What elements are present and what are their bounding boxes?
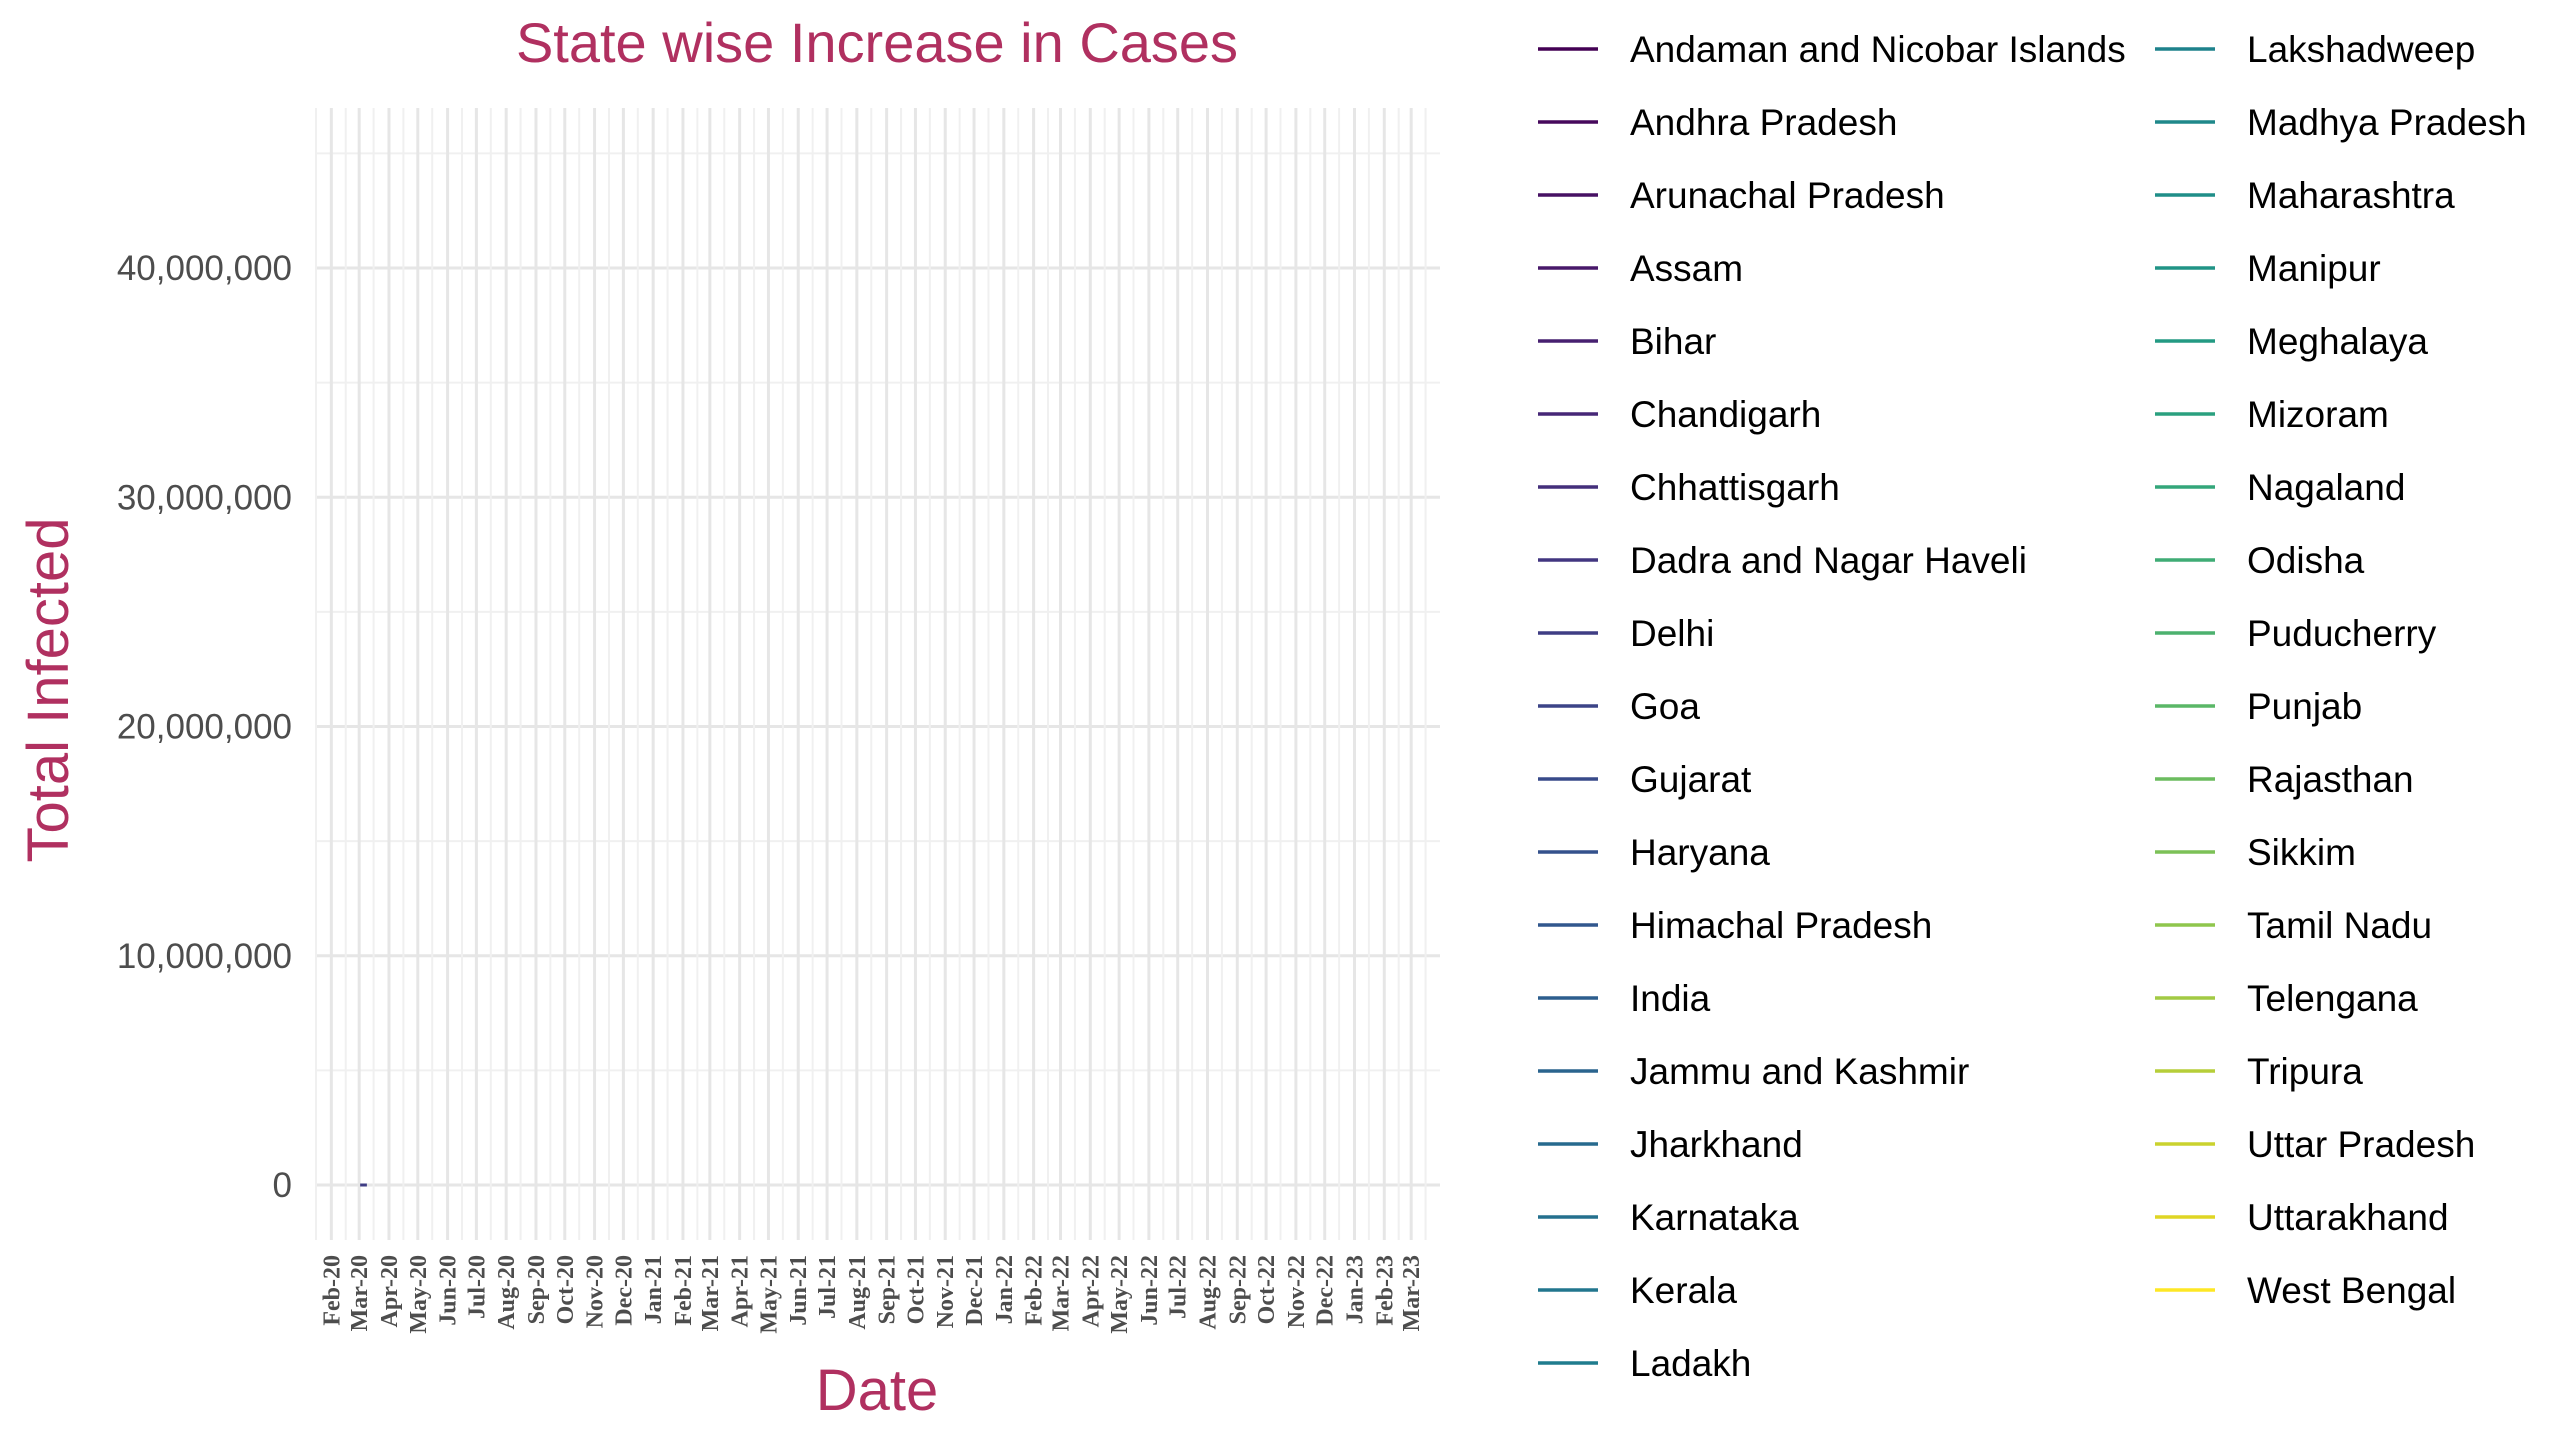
legend-label: West Bengal: [2247, 1270, 2456, 1311]
x-tick-label: Dec-20: [611, 1255, 637, 1326]
legend-label: Assam: [1630, 248, 1743, 289]
x-tick-label: Apr-22: [1078, 1255, 1104, 1327]
legend-label: Karnataka: [1630, 1197, 1799, 1238]
x-tick-label: Mar-21: [698, 1255, 724, 1331]
x-tick-label: Oct-22: [1254, 1255, 1280, 1324]
x-tick-label: Jul-22: [1166, 1255, 1192, 1319]
y-tick-label: 30,000,000: [117, 478, 292, 517]
legend-label: Maharashtra: [2247, 175, 2455, 216]
legend-label: Uttarakhand: [2247, 1197, 2449, 1238]
grid: [315, 108, 1440, 1240]
legend-label: Tripura: [2247, 1051, 2363, 1092]
x-tick-label: Feb-20: [319, 1255, 345, 1326]
legend-label: Mizoram: [2247, 394, 2389, 435]
x-tick-label: Jan-22: [992, 1255, 1018, 1324]
legend-label: Haryana: [1630, 832, 1770, 873]
x-tick-label: Jun-22: [1137, 1255, 1163, 1326]
legend-label: Arunachal Pradesh: [1630, 175, 1945, 216]
x-tick-label: Feb-23: [1372, 1255, 1398, 1326]
y-tick-label: 40,000,000: [117, 249, 292, 288]
x-tick-label: Jun-21: [786, 1255, 812, 1326]
x-tick-label: Nov-20: [583, 1255, 609, 1328]
legend-label: Ladakh: [1630, 1343, 1751, 1384]
legend-label: Dadra and Nagar Haveli: [1630, 540, 2027, 581]
legend-label: Rajasthan: [2247, 759, 2414, 800]
legend-label: Tamil Nadu: [2247, 905, 2432, 946]
x-tick-label: Sep-20: [524, 1255, 550, 1324]
legend-label: Goa: [1630, 686, 1700, 727]
legend-label: Himachal Pradesh: [1630, 905, 1932, 946]
x-tick-label: May-21: [756, 1255, 782, 1334]
x-axis-ticks: Feb-20 Mar-20 Apr-20 May-20 Jun-20 Jul-20 Aug-…: [319, 1255, 1425, 1334]
x-tick-label: Aug-20: [494, 1255, 520, 1330]
x-tick-label: Sep-21: [875, 1255, 901, 1324]
x-tick-label: May-22: [1107, 1255, 1133, 1334]
x-tick-label: Oct-20: [553, 1255, 579, 1324]
legend-label: Sikkim: [2247, 832, 2356, 873]
x-tick-label: Jun-20: [436, 1255, 462, 1326]
x-tick-label: Aug-21: [845, 1255, 871, 1330]
legend-label: Andhra Pradesh: [1630, 102, 1897, 143]
y-axis-ticks: 0 10,000,000 20,000,000 30,000,000 40,000,00…: [117, 249, 292, 1205]
x-axis-label: Date: [816, 1358, 939, 1423]
y-axis-label: Total Infected: [16, 518, 81, 863]
legend: Andaman and Nicobar Islands Andhra Prades…: [1538, 29, 2527, 1384]
legend-label: Kerala: [1630, 1270, 1737, 1311]
x-tick-label: Apr-20: [377, 1255, 403, 1327]
legend-label: Bihar: [1630, 321, 1716, 362]
x-tick-label: Jan-23: [1342, 1255, 1368, 1324]
legend-label: Madhya Pradesh: [2247, 102, 2527, 143]
y-tick-label: 10,000,000: [117, 937, 292, 976]
legend-label: Jammu and Kashmir: [1630, 1051, 1969, 1092]
legend-label: India: [1630, 978, 1711, 1019]
x-tick-label: Apr-21: [728, 1255, 754, 1327]
x-tick-label: Jan-21: [641, 1255, 667, 1324]
x-tick-label: Nov-21: [933, 1255, 959, 1328]
legend-label: Uttar Pradesh: [2247, 1124, 2475, 1165]
legend-label: Lakshadweep: [2247, 29, 2475, 70]
legend-label: Manipur: [2247, 248, 2381, 289]
legend-label: Telengana: [2247, 978, 2418, 1019]
x-tick-label: Sep-22: [1225, 1255, 1251, 1324]
x-tick-label: Jul-21: [815, 1255, 841, 1319]
y-tick-label: 20,000,000: [117, 708, 292, 747]
legend-label: Nagaland: [2247, 467, 2405, 508]
x-tick-label: Feb-21: [671, 1255, 697, 1326]
legend-label: Chandigarh: [1630, 394, 1821, 435]
x-tick-label: Jul-20: [464, 1255, 490, 1319]
legend-label: Odisha: [2247, 540, 2365, 581]
x-tick-label: Aug-22: [1196, 1255, 1222, 1330]
legend-label: Meghalaya: [2247, 321, 2428, 362]
legend-label: Delhi: [1630, 613, 1714, 654]
x-tick-label: Mar-23: [1399, 1255, 1425, 1331]
x-tick-label: May-20: [406, 1255, 432, 1334]
legend-label: Punjab: [2247, 686, 2362, 727]
chart-title: State wise Increase in Cases: [516, 11, 1238, 74]
y-tick-label: 0: [273, 1166, 292, 1205]
x-tick-label: Mar-22: [1049, 1255, 1075, 1331]
x-tick-label: Feb-22: [1022, 1255, 1048, 1326]
legend-label: Jharkhand: [1630, 1124, 1803, 1165]
x-tick-label: Mar-20: [347, 1255, 373, 1331]
x-tick-label: Dec-22: [1313, 1255, 1339, 1326]
legend-label: Chhattisgarh: [1630, 467, 1840, 508]
x-tick-label: Nov-22: [1284, 1255, 1310, 1328]
x-tick-label: Dec-21: [962, 1255, 988, 1326]
legend-label: Gujarat: [1630, 759, 1752, 800]
legend-label: Andaman and Nicobar Islands: [1630, 29, 2126, 70]
x-tick-label: Oct-21: [903, 1255, 929, 1324]
legend-label: Puducherry: [2247, 613, 2437, 654]
